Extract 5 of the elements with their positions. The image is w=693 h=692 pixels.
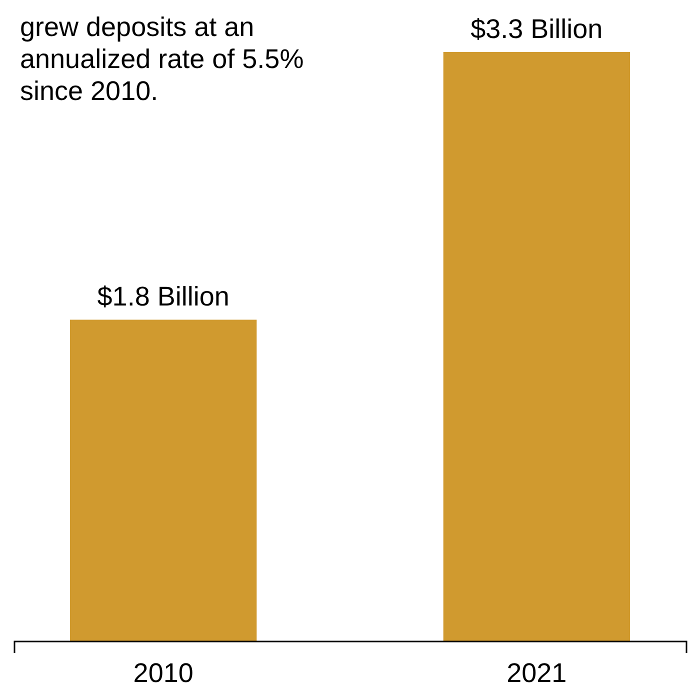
annotation: grew deposits at an annualized rate of 5.5% since 2010. xyxy=(20,12,304,106)
data-label: $1.8 Billion xyxy=(97,282,230,312)
data-label: $3.3 Billion xyxy=(470,14,603,44)
x-tick-label: 2010 xyxy=(133,658,194,688)
x-tick-label: 2021 xyxy=(506,658,567,688)
